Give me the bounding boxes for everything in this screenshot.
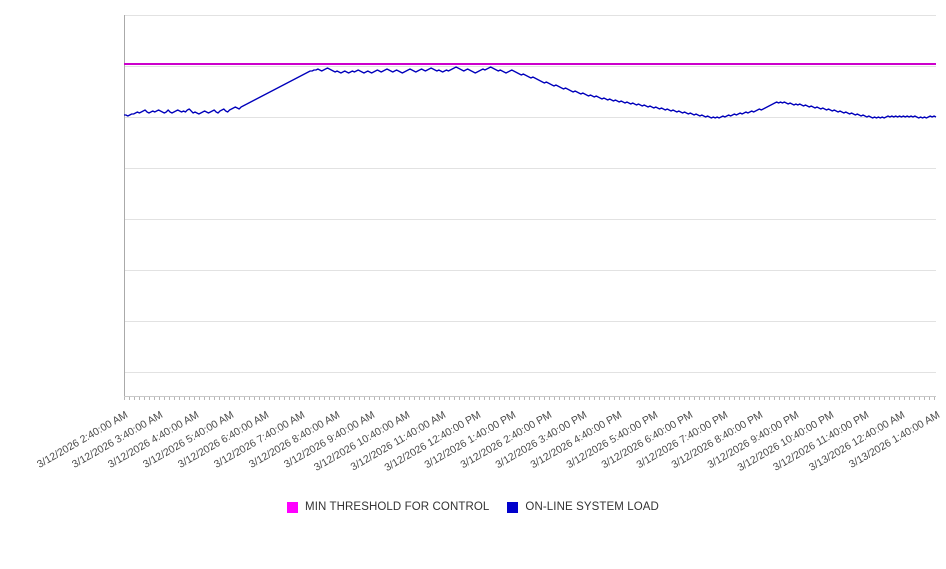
legend-label-online-system-load: ON-LINE SYSTEM LOAD <box>525 501 659 513</box>
legend-swatch-magenta <box>287 501 299 513</box>
line-chart: 3/12/2026 2:40:00 AM 3/12/2026 3:40:00 AM… <box>0 15 946 518</box>
axis-lines <box>124 15 936 397</box>
plot-area <box>124 15 937 400</box>
legend-swatch-blue <box>507 501 519 513</box>
x-axis-labels: 3/12/2026 2:40:00 AM 3/12/2026 3:40:00 AM… <box>0 397 946 492</box>
online-system-load-line <box>124 66 937 119</box>
x-axis-minor-ticks <box>124 397 935 400</box>
legend-item-online-system-load[interactable]: ON-LINE SYSTEM LOAD <box>507 501 659 513</box>
legend-item-min-threshold[interactable]: MIN THRESHOLD FOR CONTROL <box>287 501 489 513</box>
gridlines <box>124 15 936 373</box>
legend-label-min-threshold: MIN THRESHOLD FOR CONTROL <box>305 501 490 513</box>
chart-legend: MIN THRESHOLD FOR CONTROL ON-LINE SYSTEM… <box>0 496 946 518</box>
